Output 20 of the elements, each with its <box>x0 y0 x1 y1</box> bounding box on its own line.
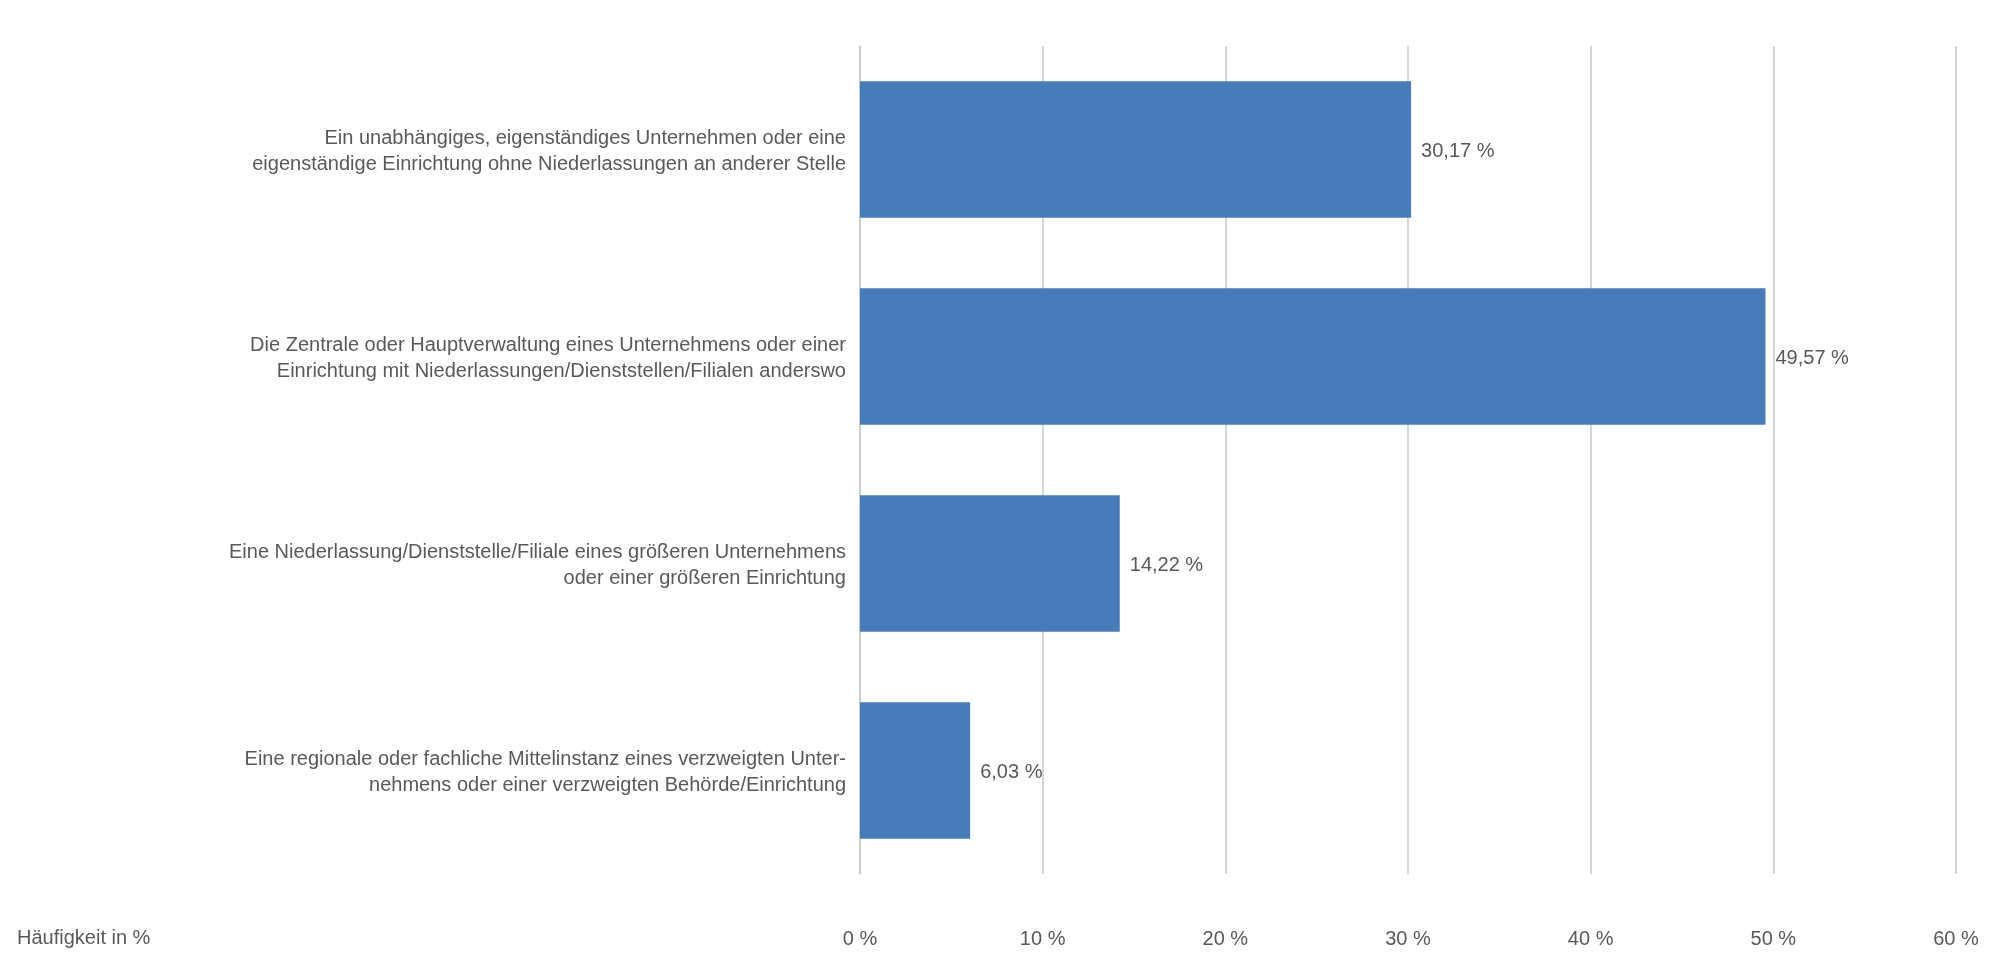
x-tick-label: 0 % <box>842 927 878 949</box>
x-tick-label: 50 % <box>1750 927 1797 949</box>
data-label: 6,03 % <box>980 759 1043 782</box>
bar <box>860 81 1412 218</box>
y-tick-label: Die Zentrale oder Hauptverwaltung eines Unternehmens oder einer Einrichtung mit Niederlassungen/Dienststellen/Filialen anderswo <box>250 332 847 381</box>
y-tick-label: Ein unabhängiges, eigenständiges Unternehmen oder eine eigenständige Einrichtung ohne Niederlassungen an anderer Stelle <box>252 125 846 174</box>
x-tick-label: 10 % <box>1019 927 1066 949</box>
data-label: 14,22 % <box>1129 552 1204 575</box>
y-tick-label: Eine Niederlassung/Dienststelle/Filiale eines größeren Unternehmens oder einer größeren Einrichtung <box>229 539 846 588</box>
x-tick-label: 40 % <box>1567 927 1614 949</box>
bar <box>860 495 1120 632</box>
x-tick-label: 60 % <box>1933 927 1980 949</box>
x-axis-title: Häufigkeit in % <box>17 926 151 948</box>
data-label: 30,17 % <box>1421 138 1495 161</box>
y-tick-label: Eine regionale oder fachliche Mittelinstanz eines verzweigten Unter- nehmens oder einer verzweigten Behörde/Einrichtung <box>244 746 846 795</box>
x-tick-label: 30 % <box>1385 927 1432 949</box>
x-tick-label: 20 % <box>1202 927 1249 949</box>
bar <box>860 288 1766 425</box>
data-label: 49,57 % <box>1775 345 1850 368</box>
bar <box>860 702 971 839</box>
